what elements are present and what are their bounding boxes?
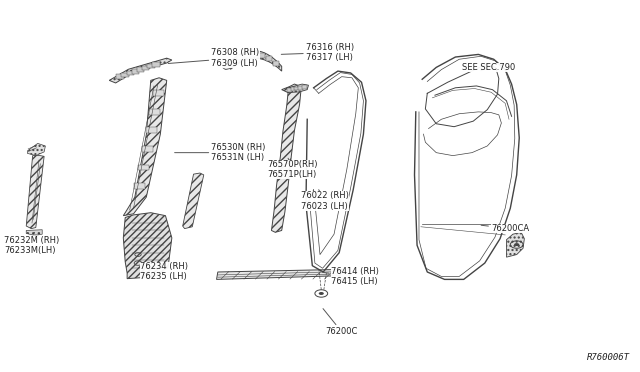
Polygon shape: [230, 60, 236, 65]
Text: 76530N (RH)
76531N (LH): 76530N (RH) 76531N (LH): [175, 143, 266, 162]
Text: 76200CA: 76200CA: [481, 224, 529, 233]
Polygon shape: [222, 64, 232, 70]
Text: 76022 (RH)
76023 (LH): 76022 (RH) 76023 (LH): [301, 190, 349, 211]
Polygon shape: [287, 84, 308, 93]
Polygon shape: [109, 58, 172, 83]
Polygon shape: [182, 173, 204, 229]
Text: 76234 (RH)
76235 (LH): 76234 (RH) 76235 (LH): [140, 262, 188, 281]
Polygon shape: [146, 128, 157, 134]
Circle shape: [514, 243, 519, 246]
Polygon shape: [294, 87, 300, 90]
Polygon shape: [26, 155, 44, 229]
Circle shape: [319, 292, 324, 295]
Polygon shape: [152, 62, 160, 67]
Polygon shape: [124, 213, 172, 279]
Polygon shape: [259, 53, 265, 58]
Text: 76316 (RH)
76317 (LH): 76316 (RH) 76317 (LH): [281, 43, 354, 62]
Polygon shape: [28, 143, 45, 155]
Text: 76308 (RH)
76309 (LH): 76308 (RH) 76309 (LH): [168, 48, 260, 68]
Polygon shape: [237, 55, 243, 60]
Polygon shape: [150, 109, 161, 115]
Polygon shape: [122, 73, 129, 77]
Polygon shape: [132, 69, 140, 74]
Polygon shape: [227, 51, 282, 71]
Text: SEE SEC.790: SEE SEC.790: [462, 63, 515, 72]
Polygon shape: [124, 78, 167, 216]
Text: 76570P(RH)
76571P(LH): 76570P(RH) 76571P(LH): [268, 158, 318, 179]
Text: 76232M (RH)
76233M(LH): 76232M (RH) 76233M(LH): [4, 232, 59, 255]
Polygon shape: [244, 52, 250, 58]
Polygon shape: [506, 232, 524, 257]
Text: 76414 (RH)
76415 (LH): 76414 (RH) 76415 (LH): [323, 267, 380, 286]
Text: R760006T: R760006T: [587, 353, 630, 362]
Polygon shape: [271, 84, 301, 232]
Text: 76200C: 76200C: [323, 309, 358, 336]
Polygon shape: [301, 85, 307, 89]
Polygon shape: [142, 66, 150, 70]
Polygon shape: [339, 273, 351, 279]
Polygon shape: [138, 164, 149, 170]
Polygon shape: [298, 86, 303, 90]
Polygon shape: [137, 67, 145, 72]
Polygon shape: [273, 61, 280, 66]
Polygon shape: [252, 52, 258, 57]
Polygon shape: [153, 90, 164, 96]
Polygon shape: [147, 64, 155, 68]
Polygon shape: [216, 269, 342, 279]
Polygon shape: [127, 71, 134, 76]
Polygon shape: [142, 146, 153, 152]
Polygon shape: [116, 74, 124, 79]
Polygon shape: [266, 56, 272, 61]
Polygon shape: [291, 87, 296, 91]
Polygon shape: [134, 183, 145, 189]
Polygon shape: [26, 230, 42, 235]
Polygon shape: [287, 88, 292, 92]
